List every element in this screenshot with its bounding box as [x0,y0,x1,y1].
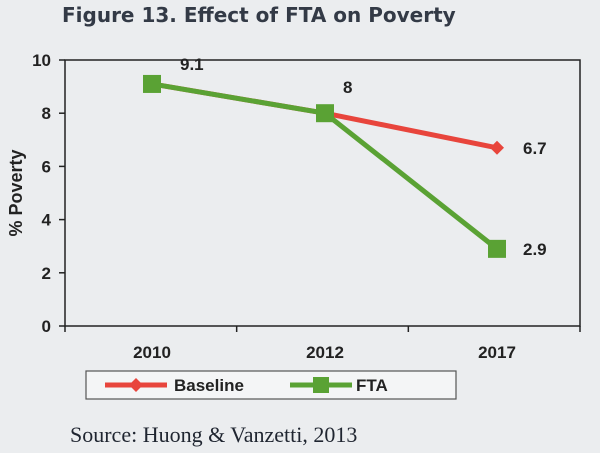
data-label: 2.9 [523,240,547,259]
chart-legend: Baseline FTA [85,370,457,400]
chart-data-labels: 9.1 8 6.7 2.9 [180,55,547,259]
source-caption: Source: Huong & Vanzetti, 2013 [70,422,358,447]
figure-title: Figure 13. Effect of FTA on Poverty [62,3,456,27]
chart-axes: 0 2 4 6 8 10 2010 2012 2017 % Poverty [6,51,581,362]
data-label: 9.1 [180,55,204,74]
chart-series-markers [143,74,506,258]
y-tick-label: 2 [42,264,51,283]
point-fta-2010 [143,74,161,93]
point-fta-2012 [316,104,334,123]
x-tick-label: 2017 [478,343,516,362]
y-axis-title: % Poverty [6,149,26,236]
legend-label-fta: FTA [356,376,388,395]
legend-label-baseline: Baseline [174,376,244,395]
legend-marker-baseline [129,378,143,392]
y-tick-label: 6 [42,157,51,176]
x-tick-label: 2012 [306,343,344,362]
y-tick-label: 8 [42,104,51,123]
data-label: 8 [343,78,352,97]
point-baseline-2017 [490,140,504,155]
plot-area [64,59,581,327]
y-tick-label: 4 [42,211,52,230]
x-tick-label: 2010 [133,343,171,362]
y-tick-label: 0 [42,317,51,336]
y-tick-label: 10 [32,51,51,70]
legend-marker-fta [313,377,329,393]
data-label: 6.7 [523,139,547,158]
point-fta-2017 [488,239,506,258]
